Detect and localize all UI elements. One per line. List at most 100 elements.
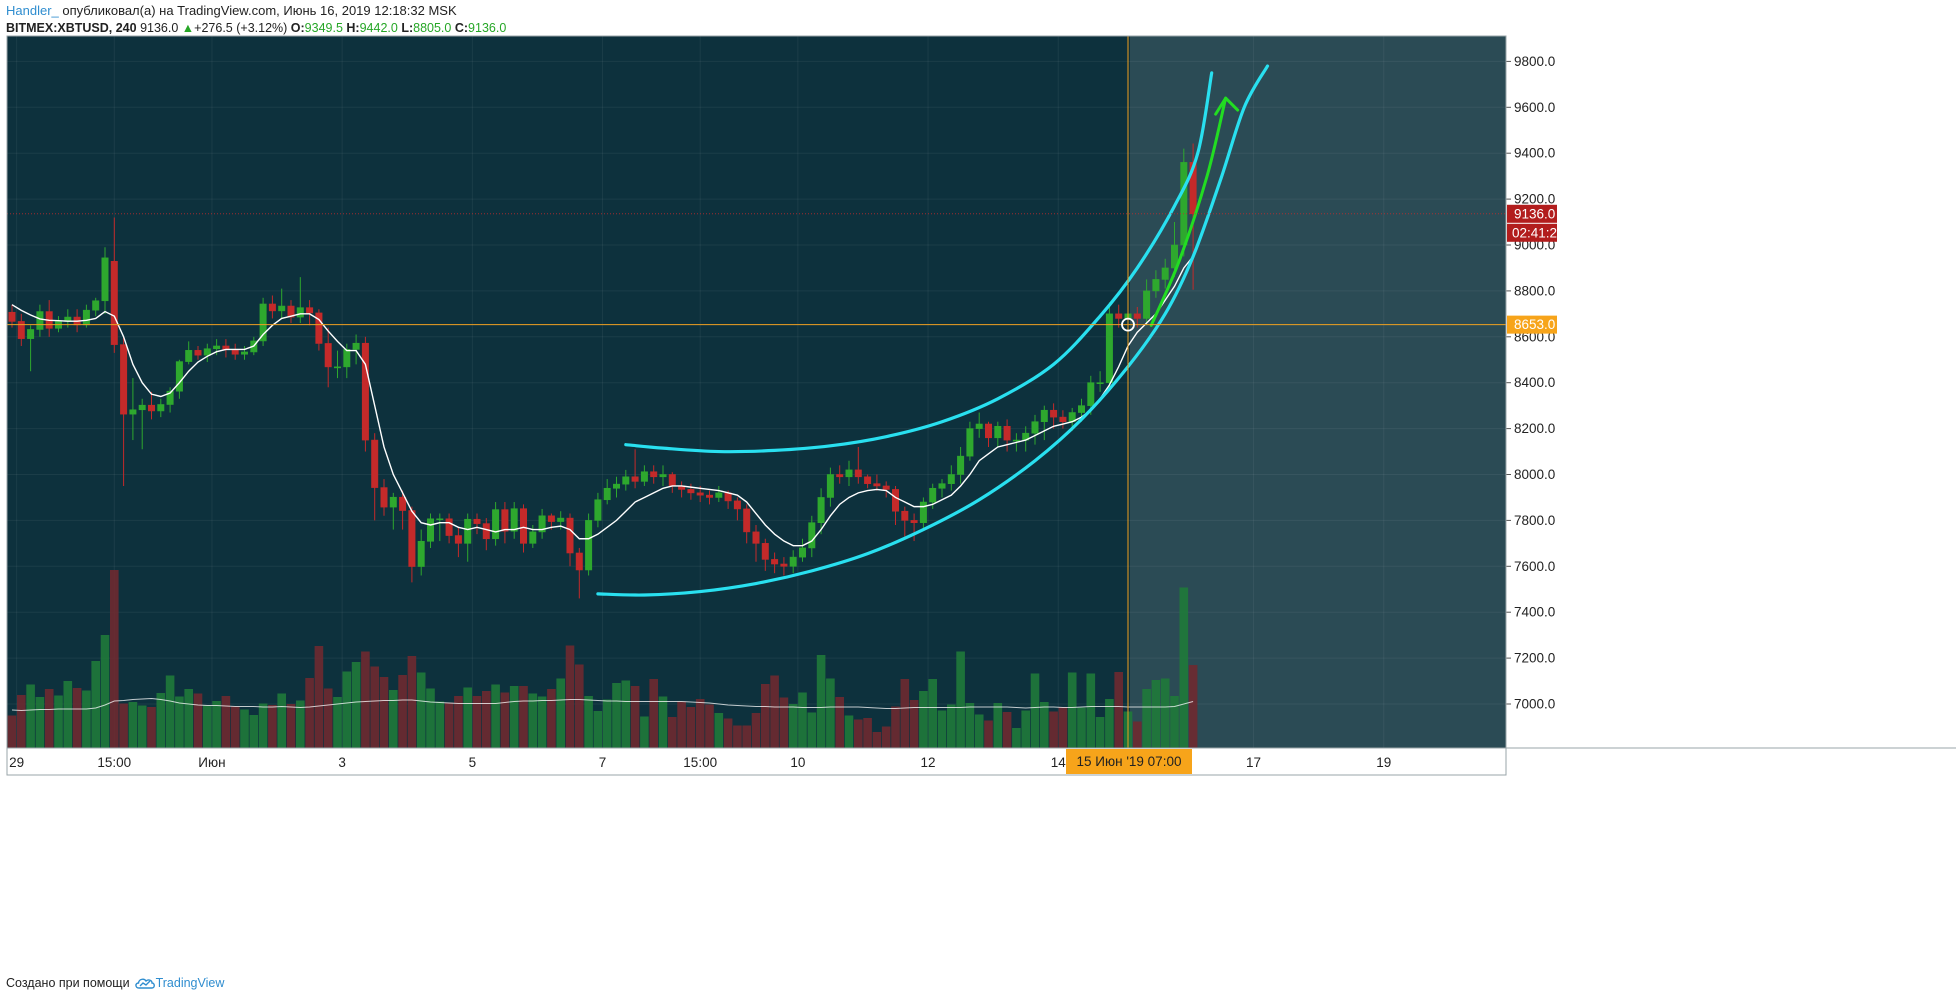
volume-bar xyxy=(1012,728,1021,748)
volume-bar xyxy=(695,699,705,748)
symbol-label: BITMEX:XBTUSD, 240 xyxy=(6,21,137,35)
candle-body xyxy=(1171,244,1179,269)
volume-bar xyxy=(1086,673,1096,748)
time-axis[interactable]: 29 15:00 Июн 3 5 7 15:00 10 12 14 17 19 15 Июн '19 0… xyxy=(7,747,1956,774)
candle-body xyxy=(640,471,648,482)
candle-body xyxy=(343,349,351,368)
time-tick-label: 19 xyxy=(1376,755,1391,770)
candle-body xyxy=(864,476,872,484)
candle-body xyxy=(1050,409,1058,418)
author-link[interactable]: Handler_ xyxy=(6,3,59,18)
tradingview-link[interactable]: TradingView xyxy=(155,976,225,990)
volume-bar xyxy=(268,705,277,748)
candle-body xyxy=(957,455,965,475)
volume-bar xyxy=(826,678,835,748)
candle-body xyxy=(194,350,202,356)
crosshair xyxy=(7,36,1506,748)
volume-bar xyxy=(463,687,472,748)
volume-bar xyxy=(770,675,779,748)
volume-bar xyxy=(844,715,854,748)
candle-body xyxy=(241,351,249,355)
volume-bar xyxy=(881,726,891,748)
price-tick-label: 8800.0 xyxy=(1514,283,1555,298)
volume-bar xyxy=(314,646,324,748)
candle-body xyxy=(1189,162,1197,215)
price-tick-label: 8400.0 xyxy=(1514,375,1555,390)
candle-body xyxy=(519,508,527,544)
candle-body xyxy=(780,563,788,567)
volume-bar xyxy=(528,693,538,748)
volume-bar xyxy=(491,684,500,748)
candle-body xyxy=(733,500,741,510)
candle-body xyxy=(826,474,834,498)
candle-body xyxy=(231,349,239,355)
volume-bar xyxy=(956,651,965,748)
channel-upper-curve xyxy=(624,71,1214,454)
volume-bar xyxy=(565,645,575,748)
volume-bar xyxy=(212,701,221,748)
volume-bar xyxy=(1095,717,1105,748)
time-tick-label: 12 xyxy=(921,755,936,770)
candle-body xyxy=(82,309,90,326)
candle-body xyxy=(371,439,379,488)
volume-bar xyxy=(854,719,863,748)
volume-bar xyxy=(630,686,640,748)
candle-body xyxy=(984,423,992,439)
candle-body xyxy=(259,303,267,342)
change-value: +276.5 (+3.12%) xyxy=(194,21,288,35)
candle-body xyxy=(296,307,304,318)
candle-body xyxy=(1143,290,1151,319)
volume-bar xyxy=(379,677,389,748)
volume-bar xyxy=(398,675,407,748)
candle-body xyxy=(1059,416,1067,423)
volume-bar xyxy=(1021,710,1030,748)
candle-body xyxy=(975,423,983,429)
volume-bar xyxy=(426,688,435,748)
high-value: 9442.0 xyxy=(359,21,398,35)
volume-bar xyxy=(137,705,147,748)
volume-bar xyxy=(500,692,510,748)
candle-body xyxy=(175,361,183,392)
candle-body xyxy=(696,492,704,496)
volume-bar xyxy=(714,713,724,748)
volume-bar xyxy=(1188,665,1198,748)
volume-bar xyxy=(1170,696,1179,748)
volume-bar xyxy=(1077,707,1086,748)
volume-bar xyxy=(7,715,17,748)
volume-bars xyxy=(7,570,1198,748)
volume-bar xyxy=(612,683,621,748)
footer: Создано при помощи TradingView xyxy=(6,976,224,990)
candle-body xyxy=(705,494,713,498)
volume-bar xyxy=(1049,711,1058,748)
time-tick-label: 17 xyxy=(1246,755,1261,770)
volume-bar xyxy=(351,662,361,748)
candle-body xyxy=(566,517,574,554)
volume-bar xyxy=(35,697,45,748)
volume-bar xyxy=(872,732,882,748)
price-chart[interactable]: 7000.0 7200.0 7400.0 7600.0 7800.0 8000.0 8200… xyxy=(0,0,1956,975)
candle-body xyxy=(594,499,602,521)
candle-body xyxy=(575,552,583,571)
candle-body xyxy=(157,404,165,412)
candle-body xyxy=(17,321,25,339)
volume-bar xyxy=(361,651,370,748)
candle-body xyxy=(929,487,937,503)
candle-body xyxy=(1115,313,1123,319)
candle-body xyxy=(1087,382,1095,406)
volume-bar xyxy=(891,706,900,748)
volume-bar xyxy=(323,688,333,748)
price-axis[interactable]: 7000.0 7200.0 7400.0 7600.0 7800.0 8000.0 8200… xyxy=(1505,36,1565,775)
volume-bar xyxy=(909,700,919,748)
volume-bar xyxy=(296,700,305,748)
open-value: 9349.5 xyxy=(304,21,343,35)
volume-bar xyxy=(621,680,631,748)
candle-body xyxy=(668,474,676,487)
volume-bar xyxy=(677,701,686,748)
time-tick-label: 15:00 xyxy=(97,755,131,770)
price-tick-label: 7200.0 xyxy=(1514,651,1555,666)
volume-bar xyxy=(779,697,789,748)
candle-body xyxy=(213,345,221,350)
time-tick-label: 15:00 xyxy=(683,755,717,770)
volume-bar xyxy=(482,691,491,748)
candle-body xyxy=(1003,426,1011,441)
